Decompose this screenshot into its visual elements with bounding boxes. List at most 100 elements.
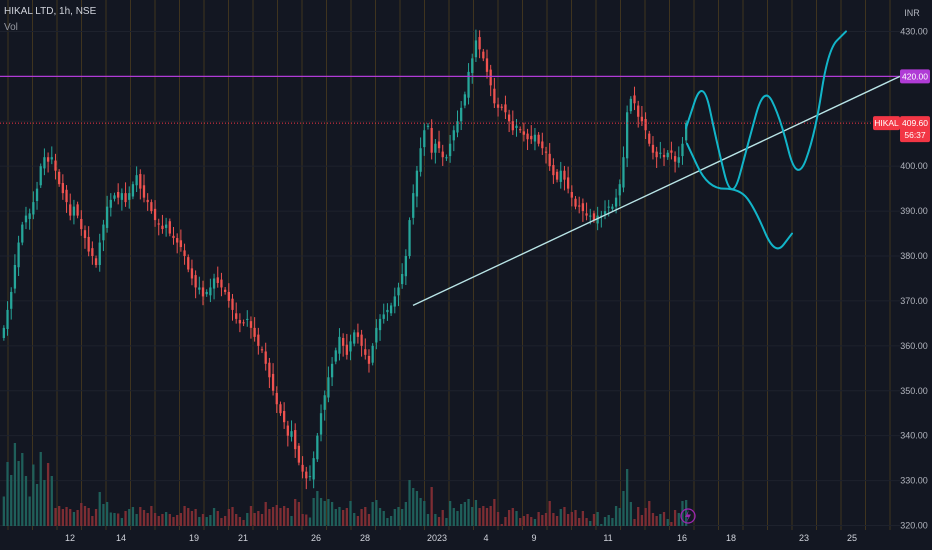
time-axis[interactable]: 12 14 19 21 26 28 2023 4 9 11 16 18 23 25 [0,530,932,550]
candle [548,153,551,167]
volume-bar [456,511,459,526]
volume-bar [552,513,555,526]
volume-bar [190,511,194,526]
candle [179,240,183,248]
candle [65,189,68,203]
candle [622,157,625,188]
candle [194,275,197,288]
candle [72,206,76,216]
candle [323,395,326,410]
candle [235,313,238,319]
time-axis-background [0,530,932,550]
volume-bar [578,518,581,526]
volume-bar [685,500,688,526]
candle [404,256,407,277]
volume-bar [378,508,382,526]
candle [113,195,116,199]
volume-bar [113,513,116,526]
volume-bar [6,462,9,526]
candle [94,258,98,265]
candle [198,287,201,290]
candle [685,123,688,141]
candle [139,174,142,189]
volume-bar [72,512,76,526]
volume-bar [146,513,149,526]
data-window-lightning-icon[interactable] [680,508,696,524]
candle [54,160,57,171]
candle [559,170,562,182]
candle [574,198,577,207]
drawings[interactable] [0,30,901,307]
candle [445,157,448,159]
volume-bar [437,517,441,526]
volume-bar [65,507,68,526]
time-tick-label: 4 [483,533,488,543]
candle [39,166,42,186]
candle [290,431,293,437]
volume-bar [83,506,87,526]
volume-bar [500,524,503,526]
time-tick-label: 14 [116,533,126,543]
candle [552,165,555,176]
trendline [412,75,901,307]
volume-bar [342,510,345,526]
candle [364,349,367,355]
volume-bar [323,501,326,526]
volume-bar [10,475,13,526]
candle [585,213,588,216]
candle [176,238,179,243]
candle [294,430,297,450]
volume-bar [13,443,17,526]
volume-bar [308,517,312,526]
resistance-price-label: 420.00 [902,71,928,81]
candle [460,107,463,122]
candle [592,213,596,221]
candle [117,192,120,198]
price-grid [0,30,900,527]
volume-bar [666,519,669,526]
candle [662,154,666,158]
candle [190,268,194,279]
candle [312,458,315,480]
candle [375,327,378,343]
volume-bar [275,505,278,526]
volume-bar [179,513,183,526]
volume-bar [2,496,5,526]
volume-bar [592,514,596,526]
candle [17,242,20,268]
candle [260,349,264,351]
volume-bar [157,516,160,526]
candle [515,125,518,129]
volume-bar [290,516,293,526]
candle [305,471,308,479]
price-tick-label: 330.00 [900,476,928,486]
volume-bar [504,517,507,526]
volume-bar [614,506,618,526]
volume-bar [260,514,264,526]
volume-bar [194,509,197,526]
volume-bar [21,453,24,526]
session-separators [7,0,891,530]
volume-bar [205,517,208,526]
candle [327,377,330,398]
volume-bar [526,514,529,526]
volume-bar [124,511,127,526]
candle [334,350,337,362]
volume-bar [570,512,573,526]
candle [172,235,175,239]
candle [131,184,135,197]
candle [563,170,566,180]
candle [253,327,256,337]
volume-bar [544,513,548,526]
candle [283,410,286,423]
candle [50,157,53,160]
volume-bar [283,506,286,526]
candle [142,185,146,198]
candle [471,58,474,73]
candle [408,220,411,257]
volume-bar [559,509,562,526]
candle [607,206,610,208]
candle [345,344,348,355]
candle [319,413,323,435]
